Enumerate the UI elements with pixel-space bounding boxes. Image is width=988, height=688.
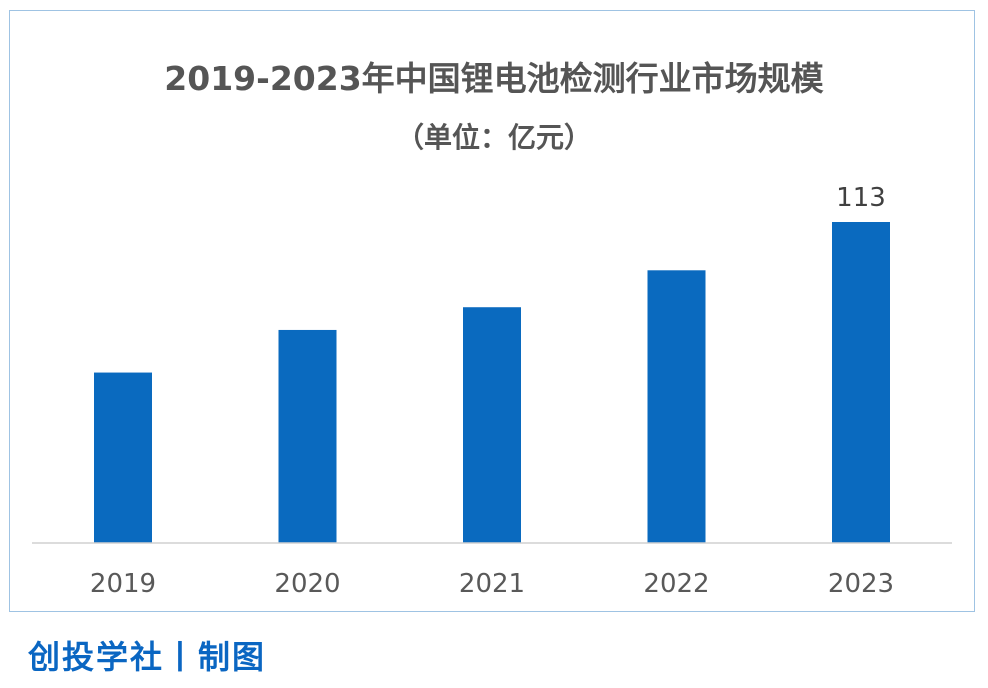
data-label-2023: 113 xyxy=(836,183,886,213)
footer-credit: 创投学社丨制图 xyxy=(28,638,267,676)
bar-2022 xyxy=(647,270,706,543)
x-tick-labels: 2019 2020 2021 2022 2023 xyxy=(90,569,894,599)
x-tick-label-2019: 2019 xyxy=(90,569,156,599)
x-tick-label-2020: 2020 xyxy=(274,569,340,599)
data-labels: 113 xyxy=(836,183,886,213)
bar-2020 xyxy=(278,329,337,543)
x-tick-label-2021: 2021 xyxy=(459,569,525,599)
chart-subtitle: （单位：亿元） xyxy=(395,121,592,154)
x-tick-label-2022: 2022 xyxy=(643,569,709,599)
bar-2023 xyxy=(832,222,890,543)
bar-2019 xyxy=(94,372,152,543)
bar-2021 xyxy=(463,307,521,543)
x-tick-label-2023: 2023 xyxy=(828,569,894,599)
bars-layer xyxy=(94,222,890,543)
chart-title: 2019-2023年中国锂电池检测行业市场规模 xyxy=(164,59,824,98)
